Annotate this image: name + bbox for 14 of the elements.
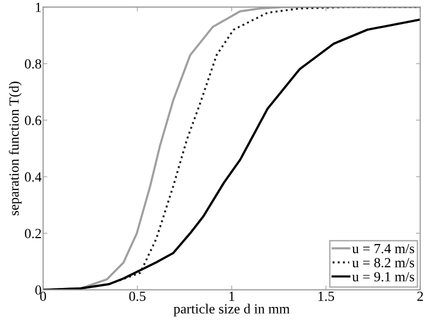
x-tick-label: 1.5 bbox=[318, 292, 334, 302]
y-tick-label: 0.6 bbox=[24, 116, 42, 126]
legend-label: u = 8.2 m/s bbox=[352, 258, 414, 268]
x-tick-label: 2 bbox=[417, 292, 423, 301]
y-tick-label: 0.8 bbox=[24, 59, 42, 69]
x-axis-title: particle size d in mm bbox=[174, 304, 290, 316]
y-axis-title: separation function T(d) bbox=[8, 82, 22, 216]
y-tick-label: 0.4 bbox=[24, 172, 42, 182]
x-tick-label: 1 bbox=[229, 292, 234, 301]
legend-label: u = 9.1 m/s bbox=[352, 272, 414, 282]
y-tick-label: 0.2 bbox=[24, 228, 41, 238]
y-tick-label: 1 bbox=[36, 2, 41, 12]
legend-label: u = 7.4 m/s bbox=[352, 244, 414, 254]
x-tick-label: 0.5 bbox=[129, 292, 146, 302]
